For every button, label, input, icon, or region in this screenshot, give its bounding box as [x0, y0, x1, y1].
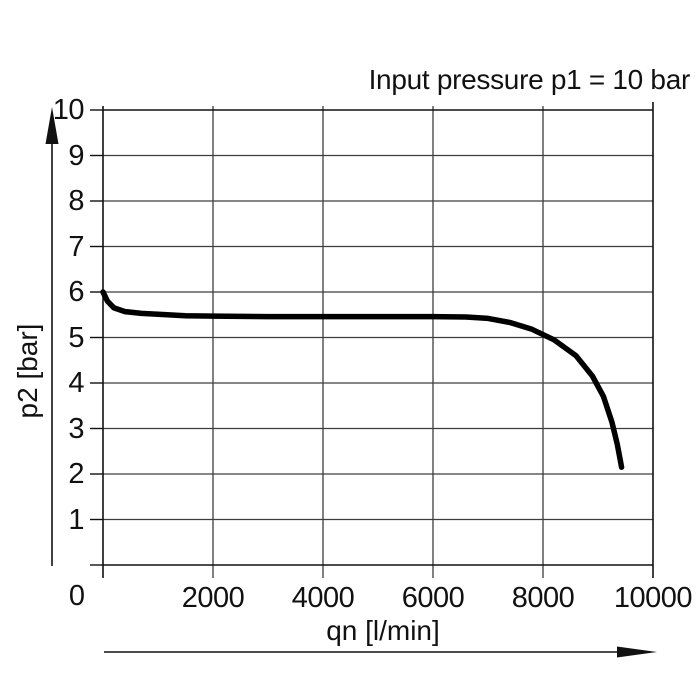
y-tick-label-5: 5 — [68, 321, 84, 354]
chart-title: Input pressure p1 = 10 bar — [368, 64, 691, 95]
plot-border — [102, 102, 654, 578]
y-tick-label-1: 1 — [68, 503, 84, 536]
x-axis-label: qn [l/min] — [326, 615, 440, 646]
x-tick-label-4000: 4000 — [291, 582, 355, 614]
y-axis-arrow — [45, 107, 59, 566]
x-tick-label-8000: 8000 — [511, 582, 575, 614]
y-tick-label-4: 4 — [68, 367, 84, 399]
y-tick-label-9: 9 — [68, 139, 84, 172]
horizontal-grid-lines — [103, 154, 653, 521]
y-tick-label-7: 7 — [68, 230, 84, 263]
x-tick-label-10000: 10000 — [613, 582, 693, 614]
y-tick-label-10: 10 — [52, 94, 85, 126]
x-tick-label-2000: 2000 — [181, 582, 245, 614]
origin-tick-label: 0 — [68, 580, 86, 612]
y-tick-label-3: 3 — [68, 412, 84, 445]
pressure-curve — [100, 289, 625, 470]
x-axis-arrow — [104, 646, 657, 658]
y-tick-label-2: 2 — [68, 458, 84, 490]
y-tick-label-6: 6 — [68, 276, 84, 308]
vertical-grid-lines — [212, 106, 544, 578]
x-tick-label-6000: 6000 — [401, 582, 465, 614]
y-tick-marks — [90, 109, 103, 566]
x-axis-arrowhead-icon — [617, 646, 657, 658]
y-tick-label-8: 8 — [68, 185, 84, 217]
y-axis-arrowhead-icon — [45, 107, 59, 144]
